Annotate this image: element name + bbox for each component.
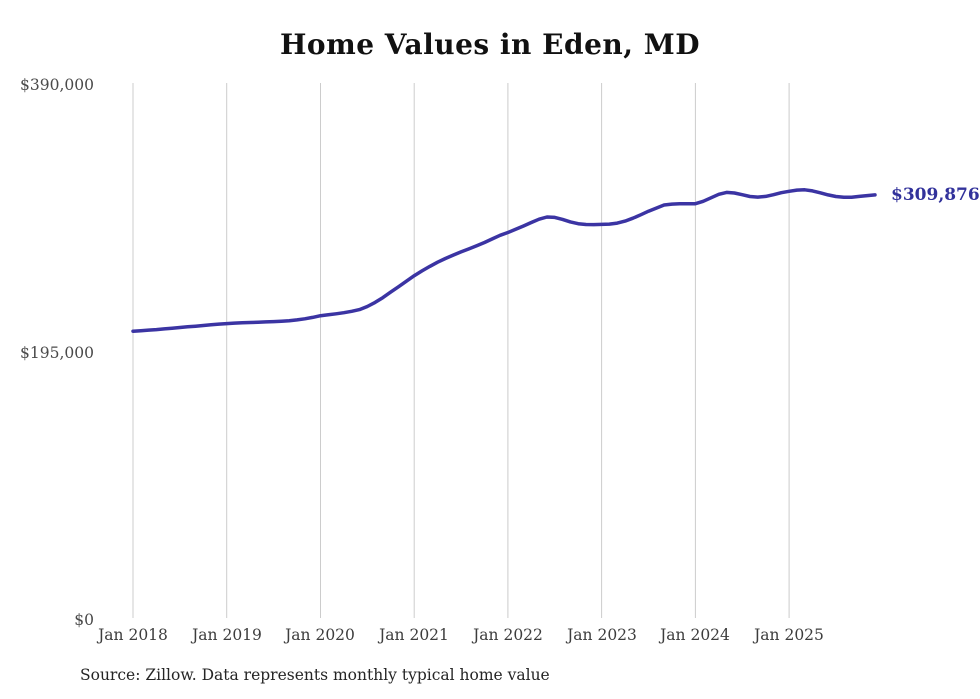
x-tick-label: Jan 2024 — [660, 626, 730, 644]
x-tick-label: Jan 2018 — [98, 626, 168, 644]
y-tick-label: $390,000 — [20, 76, 94, 94]
y-tick-label: $0 — [74, 611, 94, 629]
home-value-line — [131, 188, 877, 333]
gridlines — [132, 83, 790, 618]
x-tick-label: Jan 2022 — [473, 626, 543, 644]
source-note: Source: Zillow. Data represents monthly … — [80, 666, 550, 684]
x-tick-label: Jan 2023 — [567, 626, 637, 644]
x-tick-label: Jan 2021 — [379, 626, 449, 644]
y-tick-label: $195,000 — [20, 344, 94, 362]
chart-title: Home Values in Eden, MD — [279, 28, 701, 61]
x-tick-label: Jan 2025 — [754, 626, 824, 644]
x-tick-label: Jan 2020 — [285, 626, 355, 644]
latest-value-label: $309,876 — [891, 185, 980, 205]
x-tick-label: Jan 2019 — [192, 626, 262, 644]
